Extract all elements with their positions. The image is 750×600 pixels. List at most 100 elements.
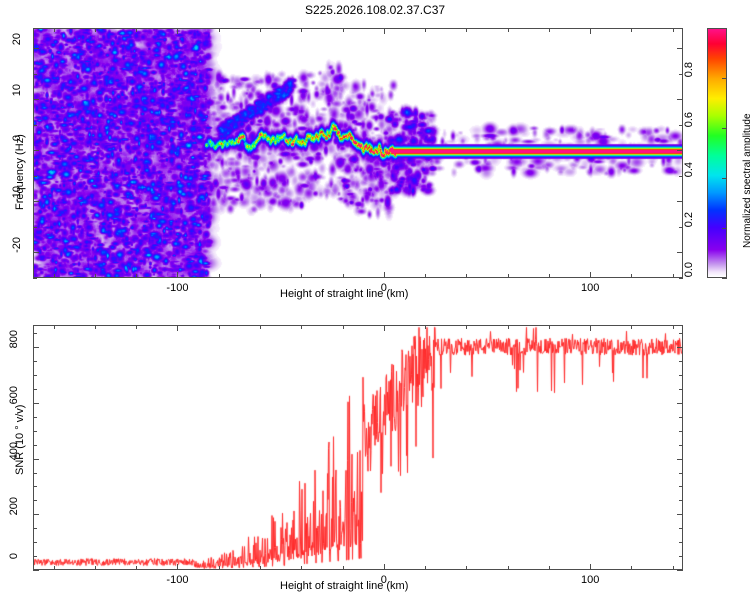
spectrogram-xtick-minor-top [548,28,550,32]
snr-ytick-minor [33,500,37,502]
spectrogram-ytick [33,201,39,203]
colorbar-ticklabel: 0.4 [683,162,695,178]
snr-xtick-minor [53,566,55,570]
spectrogram-yticklabel: 20 [11,33,23,46]
spectrogram-xtick-minor-top [136,28,138,32]
spectrogram-ytick-minor-right [679,175,683,177]
colorbar-tick [722,178,727,179]
spectrogram-ytick-minor-right [679,73,683,75]
spectrogram-ytick-minor [33,124,37,126]
spectrogram-ytick [33,150,39,152]
snr-yticklabel: 200 [8,497,20,516]
spectrogram-ytick-minor [33,175,37,177]
colorbar[interactable] [707,28,727,278]
spectrogram-xtick-minor-top [425,28,427,32]
colorbar-tick [722,78,727,79]
spectrogram-xtick-minor-top [342,28,344,32]
spectrogram-xtick-minor [53,274,55,278]
snr-ytick-minor [33,375,37,377]
spectrogram-xtick [383,272,385,278]
spectrogram-ytick-right [677,201,683,203]
snr-ytick-minor-right [679,416,683,418]
colorbar-tick [722,128,727,129]
snr-ytick-right [677,458,683,460]
spectrogram-xtick-minor-top [301,28,303,32]
spectrogram-xtick-minor-top [672,28,674,32]
spectrogram-ytick-right [677,252,683,254]
colorbar-ticklabel: 0.2 [683,212,695,228]
snr-xtick-minor-top [631,325,633,329]
snr-xtick-minor [466,566,468,570]
snr-xtick [590,564,592,570]
snr-plot-area[interactable] [34,326,682,569]
snr-ytick-minor-right [679,556,683,558]
spectrogram-xtick-minor [94,274,96,278]
snr-xtick [383,564,385,570]
snr-ytick-minor-right [679,528,683,530]
snr-ytick-minor-right [679,389,683,391]
spectrogram-xtick-minor [466,274,468,278]
snr-xtick-minor [342,566,344,570]
snr-xtick-minor [94,566,96,570]
spectrogram-ytick [33,252,39,254]
spectrogram-xtick-top [590,28,592,34]
colorbar-gradient [707,28,727,278]
spectrogram-xtick-minor-top [259,28,261,32]
snr-xticklabel: -100 [166,574,189,586]
spectrogram-xtick-top [177,28,179,34]
snr-xtick-minor [672,566,674,570]
snr-yticklabel: 800 [8,330,20,349]
snr-xticklabel: 0 [380,574,387,586]
spectrogram-xtick-minor [631,274,633,278]
snr-xtick-minor [548,566,550,570]
spectrogram-panel [33,28,683,278]
spectrogram-xticklabel: -100 [166,282,189,294]
spectrogram-xtick-minor [136,274,138,278]
spectrogram-plot-area[interactable] [34,29,682,277]
spectrogram-xtick [590,272,592,278]
spectrogram-xtick-minor-top [94,28,96,32]
spectrogram-xtick-minor [259,274,261,278]
snr-ytick-minor [33,486,37,488]
spectrogram-xlabel: Height of straight line (km) [280,288,409,300]
snr-ytick [33,402,39,404]
snr-xtick-minor [218,566,220,570]
snr-ytick-minor [33,556,37,558]
spectrogram-yticklabel: -20 [11,237,23,254]
snr-ytick [33,514,39,516]
snr-panel [33,325,683,570]
snr-xtick-minor [507,566,509,570]
snr-xtick-minor-top [342,325,344,329]
snr-yticklabel: 0 [8,553,20,560]
colorbar-ticklabel: 0.6 [683,112,695,128]
snr-ytick-minor-right [679,430,683,432]
spectrogram-xtick-minor-top [218,28,220,32]
snr-xtick-minor-top [53,325,55,329]
snr-ytick-minor [33,528,37,530]
colorbar-label: Normalized spectral amplitude [742,113,750,248]
spectrogram-xtick-minor-top [507,28,509,32]
snr-ytick-minor [33,361,37,363]
spectrogram-xtick-minor-top [53,28,55,32]
snr-xtick-top [383,325,385,331]
spectrogram-xtick-minor-top [466,28,468,32]
snr-ytick-minor [33,416,37,418]
colorbar-ticklabel: 0.0 [683,262,695,278]
snr-ytick-right [677,347,683,349]
snr-xtick-top [177,325,179,331]
snr-xtick-minor-top [548,325,550,329]
spectrogram-ytick-minor-right [679,278,683,279]
snr-xtick-minor-top [466,325,468,329]
snr-xtick-minor-top [218,325,220,329]
spectrogram-yticklabel: 10 [11,84,23,97]
spectrogram-ytick-minor [33,73,37,75]
spectrogram-xtick-minor-top [631,28,633,32]
snr-ylabel: SNR (10 ° v/v) [14,404,26,475]
snr-xtick-minor-top [136,325,138,329]
colorbar-tick [722,278,727,279]
spectrogram-xtick-minor [301,274,303,278]
spectrogram-xtick-minor [672,274,674,278]
snr-ytick-right [677,402,683,404]
spectrogram-ylabel: Frequency (Hz) [14,134,26,210]
